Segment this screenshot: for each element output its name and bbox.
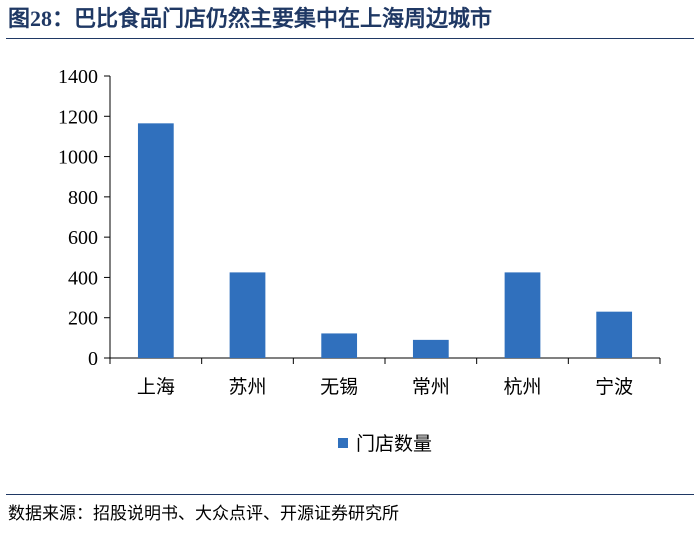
title-rule [6, 38, 694, 39]
y-tick-label: 1000 [58, 147, 98, 169]
bar-5 [504, 272, 541, 358]
legend-label: 门店数量 [356, 433, 432, 455]
legend-swatch [337, 438, 348, 448]
y-tick-label: 1200 [58, 106, 98, 128]
legend: 门店数量 [337, 433, 432, 455]
bars [137, 123, 633, 358]
bar-chart: 0 200 400 600 800 1000 1200 1400 上海 苏州 无锡 常州 杭州 宁波 门… [58, 66, 661, 455]
y-tick-label: 1400 [58, 66, 98, 88]
y-tick-label: 0 [88, 348, 98, 370]
bar-4 [412, 339, 449, 358]
x-tick-label: 杭州 [503, 376, 541, 398]
y-tick-label: 600 [68, 227, 98, 249]
figure-title: 图28：巴比食品门店仍然主要集中在上海周边城市 [8, 6, 493, 31]
x-axis: 上海 苏州 无锡 常州 杭州 宁波 [109, 357, 661, 398]
x-tick-label: 上海 [137, 376, 175, 398]
y-tick-label: 800 [68, 187, 98, 209]
x-tick-label: 无锡 [320, 376, 358, 398]
bar-1 [137, 123, 174, 358]
x-tick-label: 常州 [412, 376, 450, 398]
bar-6 [596, 311, 633, 358]
x-tick-label: 宁波 [595, 376, 633, 398]
bar-2 [229, 272, 266, 358]
y-axis: 0 200 400 600 800 1000 1200 1400 [58, 66, 111, 370]
bar-3 [321, 333, 358, 358]
y-tick-label: 400 [68, 267, 98, 289]
x-tick-label: 苏州 [228, 376, 266, 398]
footer-rule [6, 494, 694, 495]
source-note: 数据来源：招股说明书、大众点评、开源证券研究所 [8, 504, 399, 524]
y-tick-label: 200 [68, 308, 98, 330]
